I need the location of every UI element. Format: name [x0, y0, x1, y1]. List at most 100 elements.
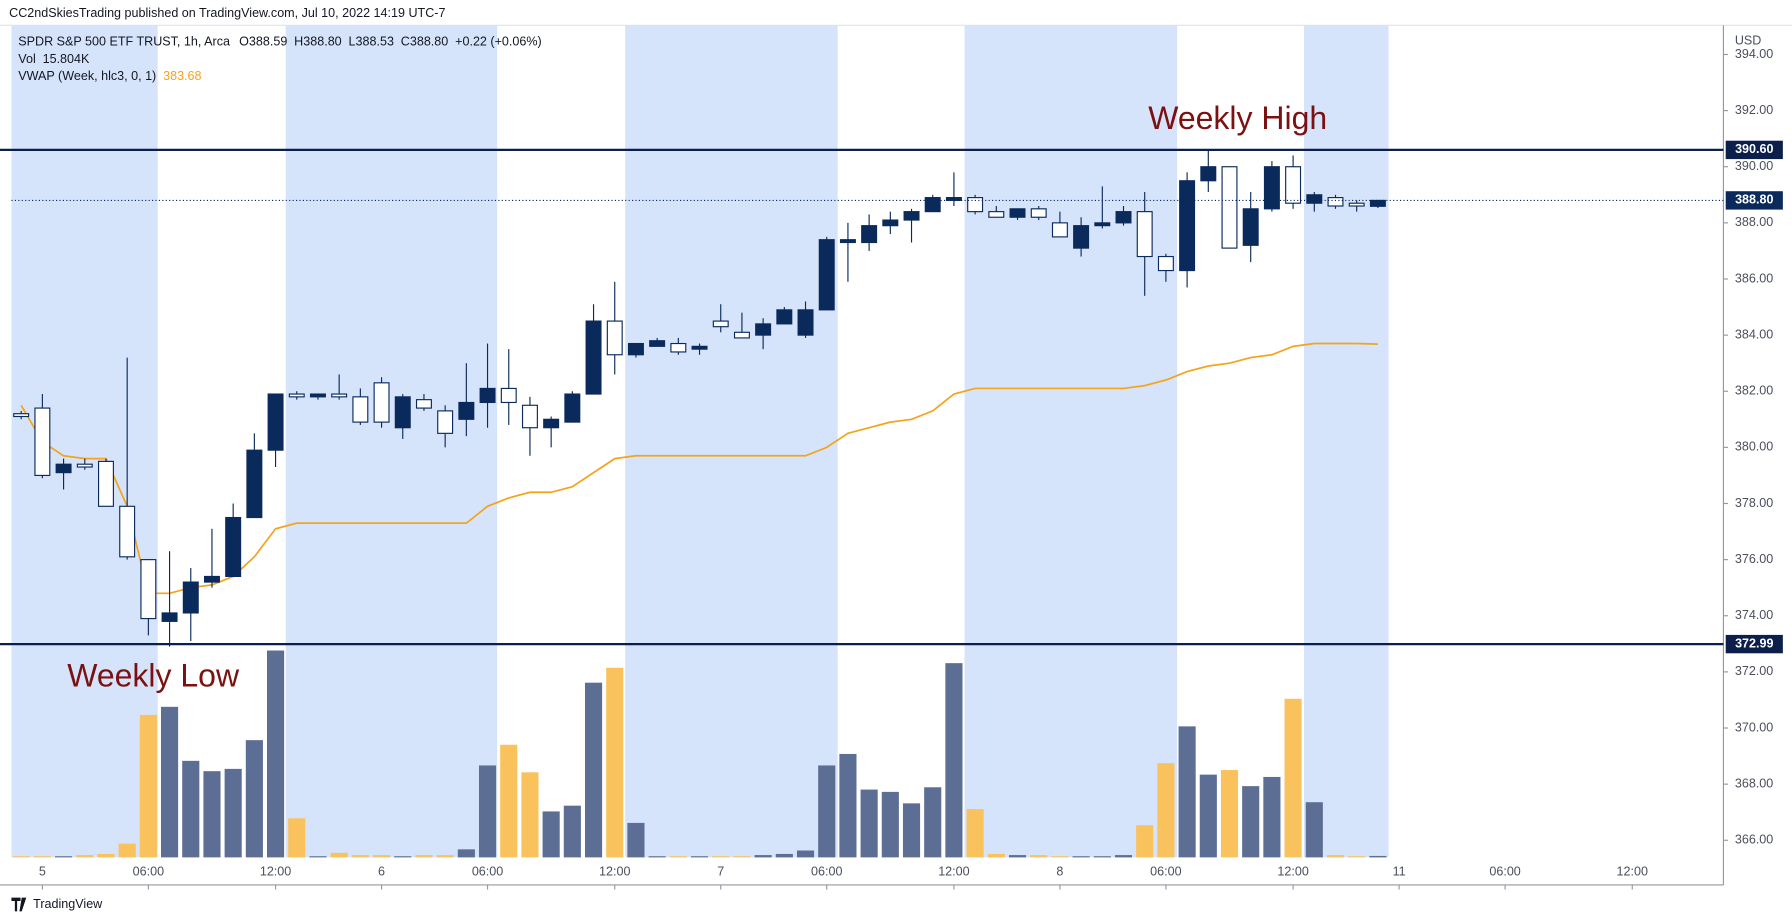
candle-body [691, 345, 708, 350]
volume-bar [1220, 770, 1239, 858]
y-tick-label: 392.00 [1735, 103, 1773, 117]
volume-bar [1030, 855, 1048, 858]
y-tick-label: 370.00 [1735, 720, 1773, 734]
volume-bar [457, 849, 475, 858]
candle-body [34, 407, 51, 477]
volume-bar [245, 740, 263, 858]
candle-body [1073, 225, 1090, 249]
volume-bar [1136, 825, 1154, 858]
level-label-box [1725, 140, 1783, 160]
volume-bar [584, 682, 603, 858]
candle-body [437, 410, 454, 434]
volume-bar [182, 760, 200, 858]
candle-body [1030, 208, 1047, 218]
volume-bar [648, 856, 666, 858]
change: +0.22 (+0.06%) [455, 35, 542, 49]
candle-body [1369, 199, 1386, 207]
y-tick-label: 388.00 [1735, 215, 1773, 229]
candle-body [97, 460, 114, 507]
candle-body [627, 342, 644, 356]
candle-body [543, 418, 560, 429]
candle-body [331, 393, 348, 398]
volume-bar [754, 855, 772, 858]
candle-body [55, 463, 72, 474]
candle-body [373, 382, 390, 423]
extended-hours [625, 25, 838, 858]
x-tick-label: 12:00 [599, 865, 630, 879]
candle-body [797, 309, 814, 336]
candle-body [288, 393, 305, 398]
footer-logo: TradingView [11, 897, 103, 912]
volume-bar [1051, 856, 1069, 858]
candle-body [818, 239, 835, 311]
y-tick-label: 394.00 [1735, 47, 1773, 61]
x-tick-label: 06:00 [1150, 865, 1181, 879]
volume-bar [309, 856, 327, 858]
volume-bar [606, 667, 624, 858]
volume-bar [1263, 776, 1281, 858]
candle-body [585, 320, 602, 395]
volume-bar [1072, 856, 1090, 858]
plot [12, 149, 1387, 858]
candle-body [1242, 208, 1259, 246]
y-tick-label: 372.00 [1735, 664, 1773, 678]
y-tick-label: 386.00 [1735, 271, 1773, 285]
annotation: Weekly High [1148, 100, 1327, 136]
candle-body [988, 211, 1005, 218]
candle-body [649, 340, 666, 347]
x-tick-label: 06:00 [1489, 865, 1520, 879]
candle-body [119, 505, 136, 558]
extended-hours [964, 25, 1178, 858]
volume-bar [33, 856, 51, 858]
candle-body [945, 197, 962, 201]
volume-bar [881, 791, 899, 858]
volume-bar [712, 856, 730, 858]
volume-bar [902, 803, 921, 858]
x-tick-label: 12:00 [260, 865, 291, 879]
candle-body [712, 320, 729, 328]
volume-bar [351, 855, 369, 858]
candle-body [861, 225, 878, 244]
candle-body [606, 320, 623, 356]
legend-volume: Vol 15.804K [18, 52, 90, 66]
volume-bar [966, 809, 984, 858]
vwap-line [20, 342, 1378, 595]
volume-bar [224, 768, 242, 858]
volume-bar [12, 856, 30, 858]
candle-body [1094, 222, 1111, 227]
close: C388.80 [401, 35, 448, 49]
x-tick-label: 5 [39, 865, 46, 879]
volume-bar [987, 853, 1005, 858]
volume-bar [55, 856, 73, 858]
volume-label: Vol [18, 52, 35, 66]
last-price-box [1725, 191, 1783, 210]
candle-body [967, 197, 984, 213]
candle-body [76, 463, 93, 468]
x-tick-label: 6 [378, 865, 385, 879]
volume-bar [1093, 856, 1111, 858]
vwap-value: 383.68 [163, 69, 201, 83]
level-label: 390.60 [1735, 142, 1773, 156]
volume-bar [945, 663, 963, 858]
volume-bar [1114, 855, 1133, 858]
volume-bar [1242, 786, 1260, 858]
candle-body [182, 581, 199, 614]
candle-body [203, 575, 220, 583]
footer: TradingView [33, 897, 103, 911]
volume-bar [563, 805, 581, 858]
y-tick-label: 376.00 [1735, 552, 1773, 566]
currency: USD [1735, 34, 1762, 48]
candle-body [394, 396, 411, 429]
volume-value: 15.804K [43, 52, 90, 66]
volume-bar [161, 706, 179, 858]
candle-body [458, 401, 475, 420]
x-tick-label: 12:00 [938, 865, 969, 879]
candle-body [161, 612, 178, 622]
volume-bar [860, 789, 878, 858]
volume-bar [436, 855, 454, 858]
volume-bar [415, 855, 433, 858]
y-tick-label: 382.00 [1735, 384, 1773, 398]
candle-body [1200, 166, 1217, 182]
volume-bar [542, 811, 560, 858]
